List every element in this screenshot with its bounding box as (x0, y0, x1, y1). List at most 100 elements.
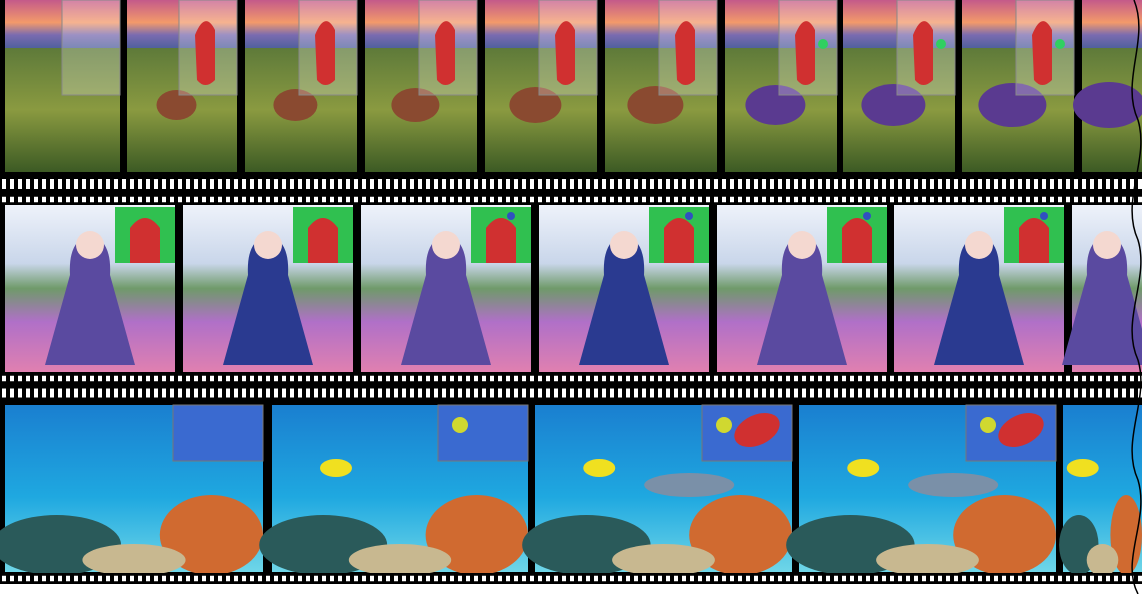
sprocket-hole (202, 179, 206, 189)
sprocket-hole (938, 575, 942, 582)
sprocket-hole (450, 196, 454, 203)
sprocket-hole (1018, 388, 1022, 398)
sprocket-hole (410, 196, 414, 203)
sprocket-hole (226, 388, 230, 398)
sprocket-hole (666, 179, 670, 189)
sprocket-hole (362, 179, 366, 189)
sprocket-hole (402, 196, 406, 203)
sprocket-hole (930, 388, 934, 398)
sprocket-hole (378, 388, 382, 398)
sprocket-hole (498, 179, 502, 189)
sprocket-hole (114, 179, 118, 189)
sprocket-hole (834, 575, 838, 582)
sprocket-hole (794, 575, 798, 582)
sprocket-hole (290, 388, 294, 398)
sprocket-hole (10, 375, 14, 382)
sprocket-hole (618, 388, 622, 398)
sprocket-hole (442, 196, 446, 203)
sprocket-hole (586, 575, 590, 582)
sprocket-hole (234, 375, 238, 382)
sprocket-hole (666, 375, 670, 382)
sprocket-hole (442, 388, 446, 398)
sprocket-hole (1106, 375, 1110, 382)
frame-sky (725, 0, 837, 50)
sprocket-hole (370, 375, 374, 382)
horse (978, 83, 1047, 127)
sprocket-hole (530, 375, 534, 382)
sprocket-hole (42, 575, 46, 582)
sprocket-hole (266, 388, 270, 398)
sprocket-hole (386, 388, 390, 398)
inset-dot (507, 212, 515, 220)
sprocket-hole (626, 375, 630, 382)
sprocket-hole (746, 388, 750, 398)
sprocket-hole (1058, 179, 1062, 189)
sprocket-hole (234, 179, 238, 189)
sprocket-hole (162, 375, 166, 382)
sprocket-hole (690, 179, 694, 189)
figure (757, 235, 847, 365)
sprocket-hole (378, 179, 382, 189)
sprocket-hole (618, 179, 622, 189)
sprocket-hole (178, 196, 182, 203)
inset-mask (315, 21, 335, 85)
sprocket-hole (546, 575, 550, 582)
sprocket-hole (386, 375, 390, 382)
sprocket-hole (578, 196, 582, 203)
sprocket-hole (938, 375, 942, 382)
sprocket-hole (442, 375, 446, 382)
sprocket-hole (530, 196, 534, 203)
sprocket-hole (258, 388, 262, 398)
frame-sky (1082, 0, 1142, 50)
sprocket-hole (698, 375, 702, 382)
sprocket-hole (842, 196, 846, 203)
sprocket-hole (426, 179, 430, 189)
sprocket-hole (1138, 575, 1142, 582)
sprocket-hole (82, 196, 86, 203)
sprocket-hole (970, 196, 974, 203)
sprocket-hole (266, 179, 270, 189)
sprocket-hole (922, 375, 926, 382)
sprocket-hole (890, 375, 894, 382)
sprocket-hole (1106, 196, 1110, 203)
sprocket-hole (434, 575, 438, 582)
sprocket-hole (138, 196, 142, 203)
sprocket-hole (962, 388, 966, 398)
sprocket-hole (290, 179, 294, 189)
sprocket-hole (1042, 388, 1046, 398)
sprocket-hole (1098, 388, 1102, 398)
inset-dot (1055, 39, 1065, 49)
sprocket-hole (306, 179, 310, 189)
sprocket-hole (98, 179, 102, 189)
sprocket-hole (898, 375, 902, 382)
sprocket-hole (938, 179, 942, 189)
sprocket-hole (794, 388, 798, 398)
sprocket-hole (770, 575, 774, 582)
sprocket-hole (746, 196, 750, 203)
sprocket-hole (610, 375, 614, 382)
sprocket-hole (490, 196, 494, 203)
sprocket-hole (530, 575, 534, 582)
sprocket-hole (522, 388, 526, 398)
sprocket-hole (610, 179, 614, 189)
sprocket-hole (858, 575, 862, 582)
sprocket-hole (330, 575, 334, 582)
sprocket-hole (978, 575, 982, 582)
sprocket-hole (290, 375, 294, 382)
sprocket-hole (1010, 196, 1014, 203)
sprocket-hole (242, 196, 246, 203)
sprocket-hole (954, 375, 958, 382)
figure (401, 235, 491, 365)
sprocket-hole (122, 179, 126, 189)
sprocket-hole (570, 196, 574, 203)
sprocket-hole (178, 575, 182, 582)
sprocket-hole (1066, 179, 1070, 189)
sprocket-hole (770, 196, 774, 203)
sprocket-hole (634, 388, 638, 398)
sprocket-hole (730, 575, 734, 582)
sprocket-hole (866, 375, 870, 382)
shark (644, 473, 735, 497)
sprocket-hole (778, 575, 782, 582)
sprocket-hole (386, 196, 390, 203)
